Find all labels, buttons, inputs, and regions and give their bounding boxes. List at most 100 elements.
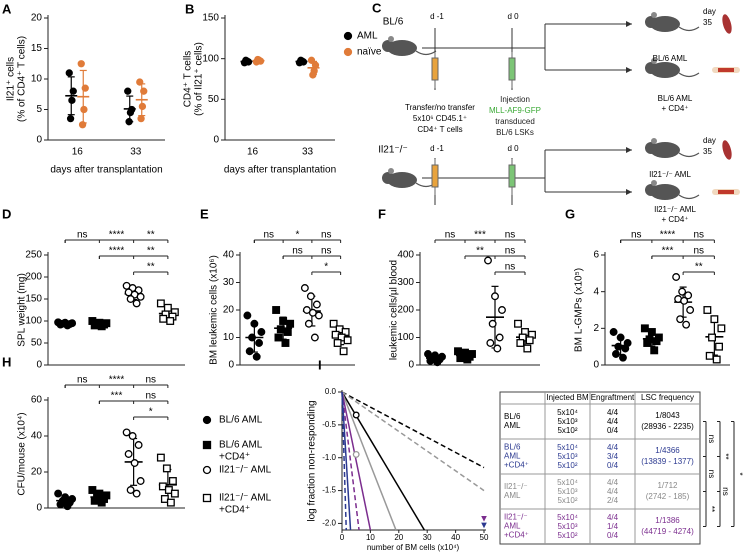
significance-label: ns <box>77 230 88 241</box>
data-point <box>63 321 72 330</box>
x-axis-label: days after transplantation <box>224 165 336 176</box>
y-axis-label: (% of CD4⁺ T cells) <box>17 36 28 122</box>
data-point <box>352 450 360 458</box>
y-tick-label: 20 <box>31 13 43 24</box>
x-tick-label: 33 <box>302 147 314 158</box>
table-header: LSC frequency <box>641 393 694 402</box>
data-point <box>281 339 290 347</box>
injection-text: transduced <box>495 117 535 126</box>
data-point <box>525 336 534 345</box>
legend-label: naïve <box>357 47 382 58</box>
significance-label: ns <box>505 230 516 241</box>
data-point <box>426 356 435 365</box>
mouse-tail <box>678 152 700 158</box>
engraftment: 2/4 <box>607 496 619 505</box>
engraftment: 3/4 <box>607 452 619 461</box>
engraftment: 0/4 <box>607 461 619 470</box>
data-point <box>166 317 175 325</box>
syringe <box>508 164 516 188</box>
data-point <box>168 477 177 485</box>
data-point <box>614 342 623 351</box>
data-point <box>678 287 687 296</box>
data-point <box>682 320 691 329</box>
data-point <box>312 300 321 309</box>
outcome-label: + CD4⁺ <box>661 215 688 224</box>
y-tick-label: 100 <box>202 53 219 64</box>
data-point <box>248 333 256 342</box>
y-tick-label: 0 <box>213 135 219 146</box>
endpoint-text: 35 <box>703 18 712 27</box>
syringe <box>508 57 516 81</box>
significance-label: ns <box>693 230 704 241</box>
data-point <box>156 453 165 462</box>
y-tick-label: 200 <box>397 305 414 316</box>
dose: 5x10² <box>557 426 577 435</box>
data-point <box>650 346 659 355</box>
dose: 5x10³ <box>557 452 577 461</box>
panel-letter: C <box>372 0 382 15</box>
data-point <box>125 118 133 126</box>
y-tick-label: 250 <box>25 250 42 261</box>
lsc-frequency: 1/712 <box>657 481 678 490</box>
syringe <box>431 57 439 81</box>
significance-label: *** <box>474 230 486 241</box>
data-point <box>65 69 73 77</box>
fit-line <box>341 391 485 492</box>
y-tick-label: 0 <box>408 360 414 371</box>
bone-marrow <box>718 68 734 72</box>
data-point <box>684 291 693 300</box>
x-tick-label: 20 <box>394 533 403 542</box>
data-point <box>676 315 685 324</box>
data-point <box>162 464 171 473</box>
mouse-ear <box>651 138 657 144</box>
data-point <box>272 306 281 314</box>
data-point <box>616 333 625 342</box>
data-point <box>90 321 99 330</box>
dose: 5x10² <box>557 496 577 505</box>
data-point <box>640 324 649 333</box>
significance-label: ns <box>445 230 456 241</box>
lsc-frequency: 1/4366 <box>655 446 680 455</box>
significance-label: ** <box>707 506 716 512</box>
syringe <box>431 164 439 188</box>
group-label: AML <box>504 452 521 461</box>
legend-label: BL/6 AML <box>219 440 263 451</box>
outcome-label: Il21⁻/⁻ AML <box>654 205 696 214</box>
significance-label: ns <box>321 246 332 257</box>
data-point <box>279 317 288 325</box>
mouse-tail <box>678 26 700 32</box>
significance-label: ns <box>505 262 516 273</box>
significance-label: ns <box>707 470 716 478</box>
group-label: BL/6 <box>504 443 521 452</box>
transfer-text: 5x10⁶ CD45.1⁺ <box>413 114 467 123</box>
significance-label: ns <box>707 435 716 443</box>
engraftment: 4/4 <box>607 478 619 487</box>
data-point <box>710 315 719 324</box>
data-point <box>304 319 313 328</box>
panel-letter: G <box>565 206 575 221</box>
legend-label: Il21⁻/⁻ AML <box>219 493 272 504</box>
mouse-head <box>382 40 394 52</box>
data-point <box>80 105 88 114</box>
data-point <box>715 342 723 351</box>
significance-label: * <box>296 230 300 241</box>
significance-label: ns <box>292 246 303 257</box>
data-point <box>126 295 135 303</box>
data-point <box>329 319 338 328</box>
transfer-text: CD4⁺ T cells <box>417 125 462 134</box>
arrow-head <box>626 147 632 153</box>
mouse <box>387 40 417 56</box>
data-point <box>252 352 261 361</box>
bone-marrow <box>718 190 734 194</box>
data-point <box>498 306 506 314</box>
data-point <box>276 325 285 334</box>
y-tick-label: 100 <box>25 316 42 327</box>
endpoint-text: day <box>703 7 716 16</box>
significance-label: *** <box>111 391 123 402</box>
data-point <box>90 496 99 505</box>
legend-marker <box>202 415 212 425</box>
y-tick-label: 200 <box>25 272 42 283</box>
fit-line <box>341 391 485 469</box>
dose: 5x10⁴ <box>557 513 578 522</box>
legend-marker <box>343 47 353 57</box>
